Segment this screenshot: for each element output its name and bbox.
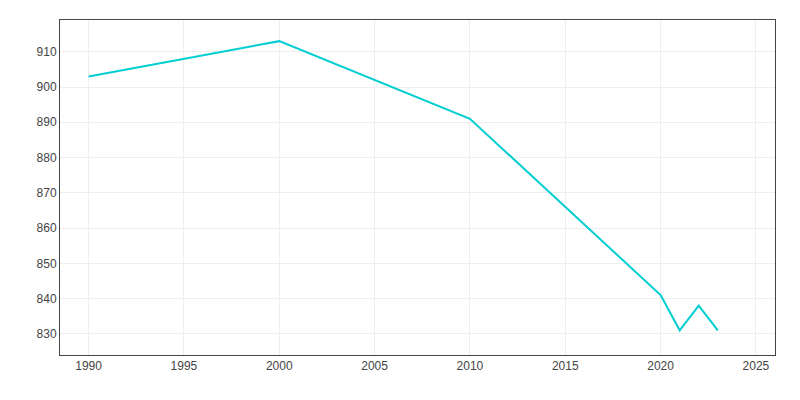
svg-text:850: 850 [37,257,57,271]
svg-text:840: 840 [37,292,57,306]
svg-text:2010: 2010 [457,359,484,373]
svg-text:2020: 2020 [647,359,674,373]
svg-text:2005: 2005 [361,359,388,373]
svg-text:2000: 2000 [266,359,293,373]
svg-text:910: 910 [37,45,57,59]
svg-text:860: 860 [37,221,57,235]
svg-text:830: 830 [37,327,57,341]
svg-text:870: 870 [37,186,57,200]
svg-text:2025: 2025 [743,359,770,373]
svg-text:2015: 2015 [552,359,579,373]
svg-text:890: 890 [37,115,57,129]
svg-text:900: 900 [37,80,57,94]
svg-text:1995: 1995 [171,359,198,373]
svg-text:880: 880 [37,151,57,165]
svg-text:1990: 1990 [75,359,102,373]
